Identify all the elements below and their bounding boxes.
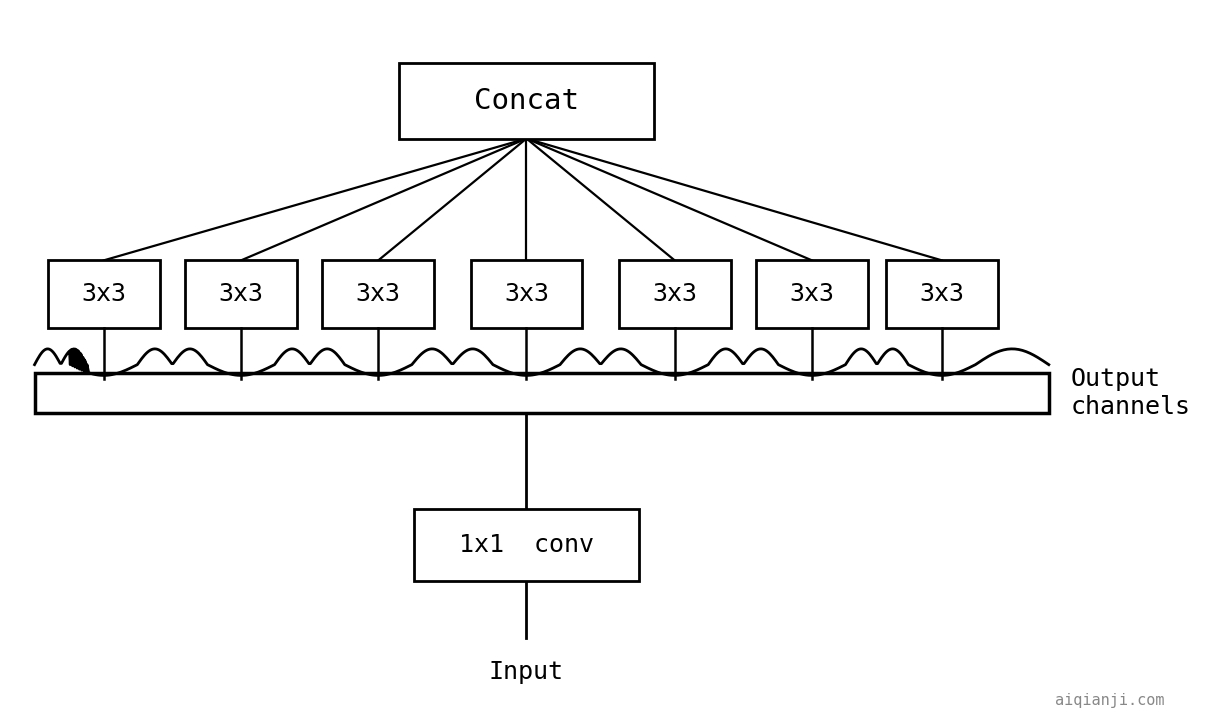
Text: 3x3: 3x3 (919, 283, 964, 307)
Text: 3x3: 3x3 (218, 283, 264, 307)
Text: 3x3: 3x3 (356, 283, 401, 307)
FancyBboxPatch shape (48, 260, 160, 328)
Text: Concat: Concat (474, 87, 579, 115)
FancyBboxPatch shape (34, 373, 1049, 413)
FancyBboxPatch shape (618, 260, 730, 328)
FancyBboxPatch shape (756, 260, 867, 328)
FancyBboxPatch shape (415, 510, 639, 581)
Text: 3x3: 3x3 (653, 283, 697, 307)
Text: 3x3: 3x3 (504, 283, 548, 307)
FancyBboxPatch shape (471, 260, 583, 328)
Text: 1x1  conv: 1x1 conv (459, 534, 594, 558)
Text: aiqianji.com: aiqianji.com (1055, 693, 1164, 708)
FancyBboxPatch shape (886, 260, 998, 328)
FancyBboxPatch shape (399, 63, 654, 138)
Text: 3x3: 3x3 (789, 283, 834, 307)
FancyBboxPatch shape (185, 260, 297, 328)
Text: Input: Input (490, 660, 564, 684)
Text: Output
channels: Output channels (1071, 367, 1190, 418)
Text: 3x3: 3x3 (81, 283, 126, 307)
FancyBboxPatch shape (323, 260, 434, 328)
